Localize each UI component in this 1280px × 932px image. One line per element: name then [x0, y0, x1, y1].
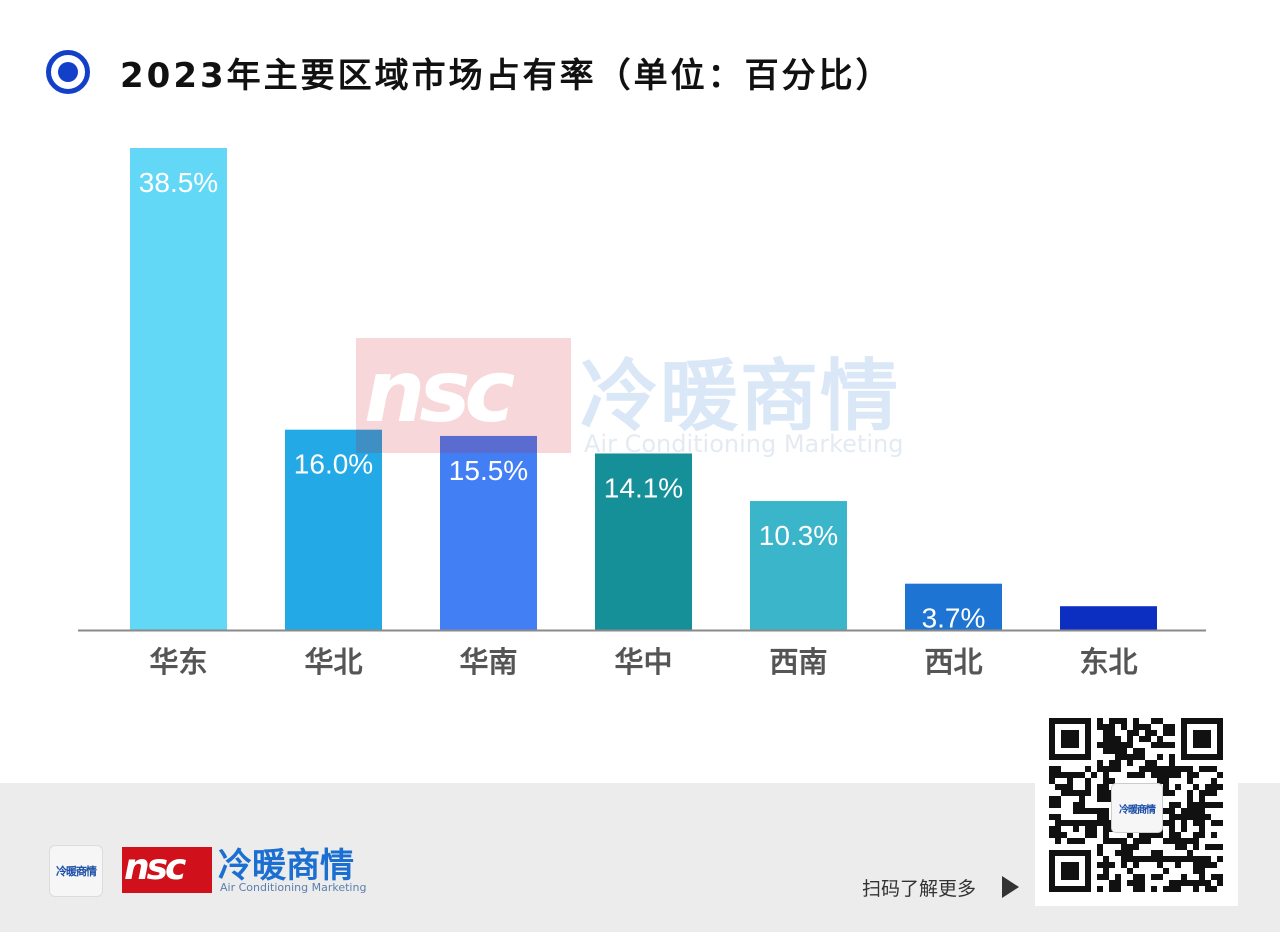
bar-3: [440, 435, 537, 630]
category-label-2: 华北: [304, 645, 362, 679]
brand-logo-text: nsc: [124, 847, 186, 888]
data-label-5: 10.3%: [759, 520, 838, 551]
bar-2: [285, 429, 382, 630]
bar-4: [595, 453, 692, 630]
data-label-4: 14.1%: [604, 472, 683, 503]
data-label-2: 16.0%: [294, 449, 373, 480]
chart-title: 2023年主要区域市场占有率（单位：百分比）: [120, 55, 893, 96]
category-label-4: 华中: [614, 645, 672, 679]
qr-center-logo: 冷暖商情: [1111, 783, 1163, 833]
title-row: 2023年主要区域市场占有率（单位：百分比）: [46, 44, 893, 100]
arrow-right-icon: [1002, 876, 1019, 898]
scan-prompt: 扫码了解更多: [862, 878, 977, 900]
data-label-1: 38.5%: [139, 167, 218, 198]
brand-logo: nsc: [122, 847, 212, 893]
category-label-6: 西北: [924, 645, 982, 679]
bar-6: [905, 583, 1002, 630]
bar-1: [130, 148, 227, 630]
bar-5: [750, 501, 847, 630]
category-label-1: 华东: [149, 645, 207, 679]
bar-7: [1060, 606, 1157, 630]
data-label-6: 3.7%: [922, 603, 986, 634]
data-label-3: 15.5%: [449, 455, 528, 486]
bullet-icon: [46, 50, 90, 94]
footer-app-icon: 冷暖商情: [49, 845, 103, 897]
brand-name-cn: 冷暖商情: [218, 846, 354, 886]
category-label-7: 东北: [1079, 645, 1137, 679]
category-label-5: 西南: [769, 645, 827, 679]
brand-name-en: Air Conditioning Marketing: [220, 881, 367, 894]
qr-code-icon[interactable]: [1035, 706, 1238, 906]
category-label-3: 华南: [459, 645, 517, 679]
bar-chart: 38.5% 华东 16.0% 华北 15.5% 华南 14.1% 华中 10.3% 西南 3.7% 西…: [78, 148, 1206, 679]
